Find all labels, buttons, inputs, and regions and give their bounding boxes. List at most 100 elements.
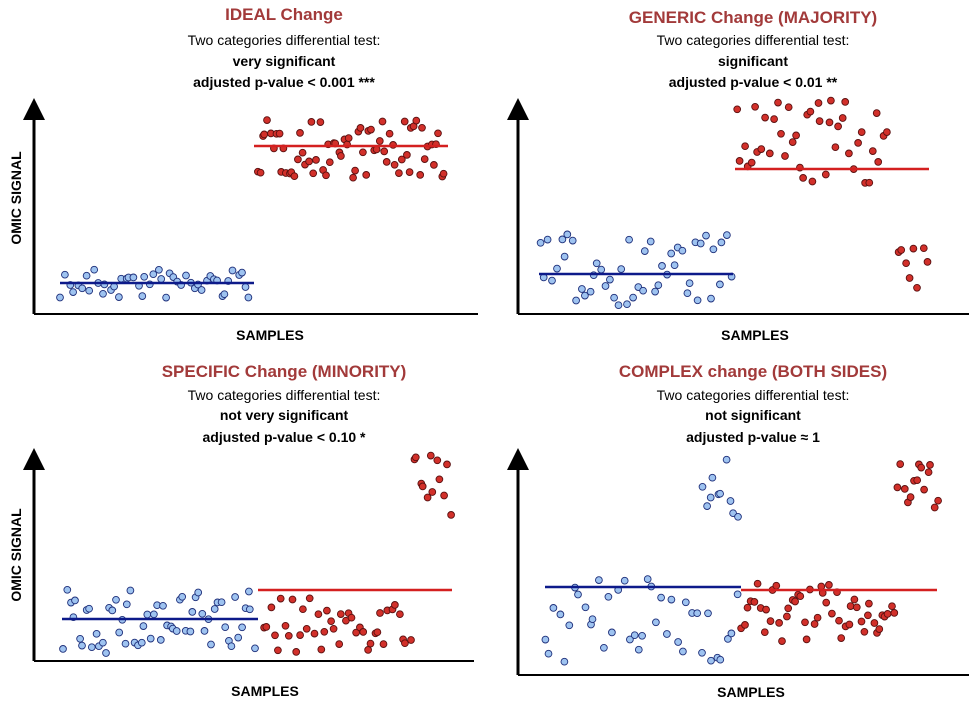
case-sample-point [420,155,429,163]
case-sample-point [883,610,892,618]
control-sample-point [597,265,606,274]
control-sample-point [78,641,86,650]
case-sample-point [792,131,800,140]
case-sample-point [913,476,922,485]
control-sample-point [560,252,569,261]
case-sample-point [447,511,455,519]
case-sample-point [335,640,344,648]
case-sample-point [841,98,850,106]
case-sample-point [312,156,320,164]
control-sample-point [188,608,197,616]
control-sample-point [679,647,687,656]
control-sample-point [620,576,629,585]
control-sample-point [197,286,206,294]
case-sample-point [411,453,420,462]
control-sample-point [108,606,117,615]
control-sample-point [608,628,616,637]
x-axis-label: SAMPLES [721,327,789,343]
test-description: Two categories differential test: [187,32,381,48]
control-sample-point [102,649,110,657]
significance-label: not significant [705,407,801,423]
case-sample-point [772,581,781,590]
control-sample-point [600,643,608,652]
control-sample-point [643,575,652,583]
case-sample-point [423,493,432,502]
case-sample-point [433,456,442,465]
control-sample-point [149,270,158,279]
scatter-plot [507,448,969,676]
control-sample-point [733,590,742,599]
case-sample-point [783,612,791,621]
case-sample-point [893,483,902,492]
case-sample-point [327,617,335,626]
control-sample-point [543,235,552,244]
control-sample-point [548,276,556,285]
case-sample-point [890,609,899,617]
case-sample-point [874,158,883,166]
control-sample-point [606,275,614,284]
case-sample-point [926,461,934,469]
panel-specific-change: SPECIFIC Change (MINORITY) Two categorie… [0,357,488,714]
case-sample-point [733,105,742,114]
case-sample-point [263,116,271,124]
control-sample-point [234,633,243,642]
control-sample-point [159,601,167,610]
p-value-label: adjusted p-value < 0.001 *** [193,74,375,90]
control-sample-point [693,296,702,305]
control-sample-point [640,247,649,255]
case-sample-point [762,605,770,614]
control-sample-point [155,265,163,274]
case-sample-point [838,114,847,122]
case-sample-point [774,98,782,107]
x-axis-label: SAMPLES [236,327,304,343]
case-sample-point [276,594,285,603]
control-sample-point [85,604,93,613]
control-sample-point [221,623,230,632]
control-sample-point [90,265,99,274]
control-sample-point [709,245,718,254]
case-sample-point [290,172,299,181]
control-sample-point [704,609,712,618]
control-sample-point [581,291,589,300]
control-sample-point [245,587,253,596]
case-sample-point [777,129,785,138]
case-sample-point [799,174,807,182]
case-sample-point [865,599,873,608]
case-sample-point [296,631,304,639]
control-sample-point [630,631,639,640]
control-sample-point [578,285,586,293]
control-sample-point [78,284,87,293]
control-sample-point [231,593,239,601]
case-sample-point [351,166,359,175]
case-sample-point [850,595,859,604]
case-sample-point [913,283,921,292]
case-sample-point [401,639,409,648]
control-sample-point [658,262,666,270]
case-sample-point [336,610,345,618]
control-sample-point [563,230,572,239]
case-sample-point [288,595,297,604]
control-sample-point [536,238,545,247]
control-sample-point [724,635,732,643]
test-description: Two categories differential test: [656,32,850,48]
control-sample-point [121,639,130,648]
case-sample-point [827,96,835,105]
case-sample-point [329,624,338,633]
case-sample-point [426,451,435,460]
case-sample-point [770,115,778,123]
scatter-plot [23,448,474,662]
control-sample-point [734,512,742,521]
control-sample-point [708,473,717,482]
control-sample-point [667,249,676,258]
case-sample-point [397,155,406,164]
control-sample-point [685,279,694,288]
control-sample-point [210,605,219,613]
control-sample-point [139,622,148,630]
control-sample-point [558,235,567,244]
case-sample-point [380,147,389,156]
control-sample-point [238,623,246,632]
control-sample-point [581,603,590,612]
case-sample-point [864,611,872,620]
case-sample-point [309,169,318,178]
control-sample-point [652,618,660,627]
